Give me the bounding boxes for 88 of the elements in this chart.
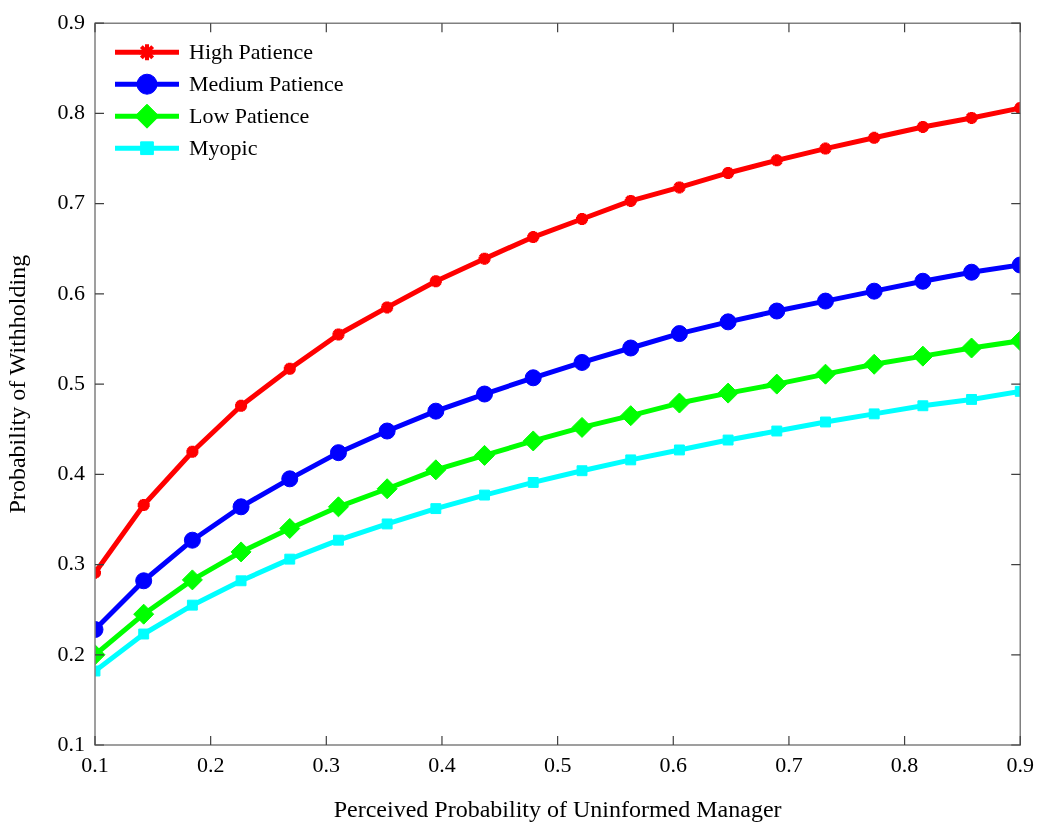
point	[232, 498, 250, 516]
point	[820, 416, 831, 428]
point	[571, 416, 593, 438]
point	[816, 292, 834, 310]
point	[379, 299, 396, 316]
y-tick-label: 0.8	[57, 99, 85, 125]
point	[235, 575, 247, 587]
point	[135, 572, 153, 590]
point	[817, 140, 834, 157]
legend-label: Low Patience	[189, 102, 310, 128]
x-tick-label: 0.4	[428, 751, 456, 777]
point	[186, 599, 198, 611]
x-tick-label: 0.9	[1006, 751, 1034, 777]
point	[576, 465, 588, 477]
point	[868, 408, 880, 420]
point	[376, 478, 398, 500]
point	[279, 517, 301, 539]
y-tick-label: 0.7	[57, 189, 85, 215]
point	[281, 360, 298, 377]
legend-label: Medium Patience	[189, 70, 344, 96]
point	[135, 497, 152, 513]
point	[768, 302, 786, 320]
y-tick-label: 0.3	[57, 550, 85, 576]
point	[284, 553, 296, 565]
point	[381, 518, 393, 530]
point	[524, 369, 542, 387]
x-tick-label: 0.8	[890, 751, 919, 777]
point	[476, 250, 493, 267]
point	[961, 337, 983, 359]
point	[427, 273, 444, 290]
point	[333, 534, 344, 546]
point	[865, 282, 883, 300]
y-tick-label: 0.2	[57, 640, 85, 666]
point	[430, 503, 442, 515]
point	[620, 405, 642, 427]
point	[233, 397, 250, 414]
point	[771, 425, 783, 437]
point	[330, 326, 347, 343]
y-axis-title: Probability of Withholding	[3, 254, 30, 514]
point	[425, 459, 447, 481]
point	[912, 345, 934, 367]
legend-label: Myopic	[189, 134, 258, 160]
point	[717, 382, 739, 404]
legend-label: High Patience	[189, 38, 314, 64]
point	[281, 470, 299, 488]
point	[138, 628, 150, 640]
x-tick-label: 0.2	[196, 751, 225, 777]
point	[183, 531, 201, 549]
point	[914, 272, 932, 290]
point	[668, 392, 690, 414]
point	[479, 489, 490, 501]
point	[522, 430, 544, 452]
x-tick-label: 0.6	[659, 751, 688, 777]
point	[378, 422, 396, 440]
point	[184, 443, 201, 460]
point	[427, 402, 445, 420]
y-tick-label: 0.6	[57, 279, 85, 305]
y-tick-label: 0.9	[57, 8, 85, 34]
point	[181, 569, 203, 591]
point	[133, 603, 155, 625]
point	[573, 353, 591, 371]
point	[622, 339, 640, 357]
point	[866, 129, 883, 146]
x-axis-title: Perceived Probability of Uninformed Manager	[333, 795, 782, 822]
point	[722, 434, 734, 446]
point	[625, 454, 637, 466]
point	[327, 496, 349, 518]
x-tick-label: 0.7	[775, 751, 803, 777]
point	[963, 263, 981, 281]
point	[673, 444, 685, 456]
x-tick-label: 0.3	[312, 751, 341, 777]
point	[966, 393, 978, 405]
point	[476, 385, 494, 403]
point	[230, 541, 252, 563]
point	[814, 363, 836, 385]
point	[766, 373, 788, 395]
x-tick-label: 0.5	[543, 751, 572, 777]
point	[527, 477, 539, 488]
point	[768, 152, 785, 169]
point	[719, 313, 737, 331]
point	[329, 444, 347, 462]
point	[863, 353, 885, 375]
point	[917, 400, 929, 412]
y-tick-label: 0.4	[57, 460, 85, 486]
point	[474, 444, 496, 466]
point	[671, 179, 688, 196]
y-tick-label: 0.5	[57, 369, 85, 395]
point	[670, 325, 688, 343]
